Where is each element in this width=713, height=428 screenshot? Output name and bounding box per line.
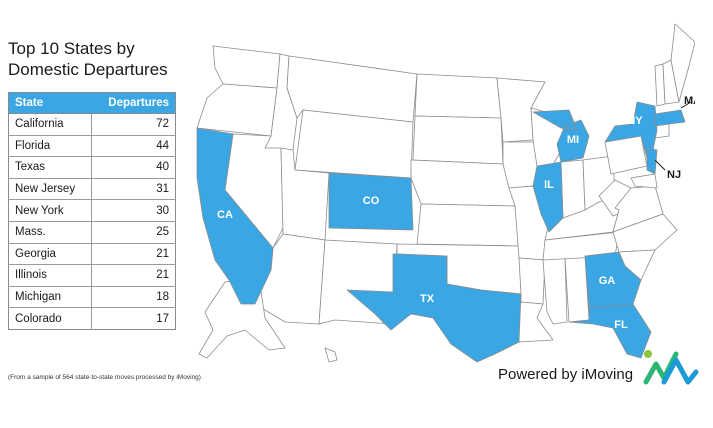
state-me bbox=[670, 23, 695, 103]
state-ma bbox=[654, 109, 686, 127]
state-ks bbox=[416, 203, 520, 247]
state-co bbox=[328, 172, 414, 231]
table-row: New Jersey 31 bbox=[8, 178, 176, 201]
state-name-cell: Michigan bbox=[8, 286, 93, 309]
label-fl: FL bbox=[614, 319, 628, 331]
departures-cell: 40 bbox=[91, 156, 176, 179]
table-row: Michigan 18 bbox=[8, 286, 176, 309]
departures-cell: 17 bbox=[156, 312, 169, 325]
state-name-cell: California bbox=[8, 113, 93, 136]
state-ca bbox=[196, 127, 274, 305]
label-ny: NY bbox=[627, 115, 643, 127]
header-state: State bbox=[8, 92, 92, 114]
state-ne bbox=[410, 159, 516, 207]
state-tx bbox=[346, 253, 522, 363]
table-row: Illinois 21 bbox=[8, 264, 176, 287]
departures-table: State Departures California 72 Florida 44 Te… bbox=[8, 92, 176, 330]
title-line-1: Top 10 States by bbox=[8, 39, 135, 58]
departures-cell: 31 bbox=[91, 178, 176, 201]
state-name-cell: New Jersey bbox=[8, 178, 93, 201]
label-ga: GA bbox=[599, 275, 616, 287]
table-row: Georgia 21 bbox=[8, 243, 176, 266]
state-ak bbox=[198, 277, 286, 359]
state-name-cell: Colorado bbox=[8, 307, 93, 330]
chart-title: Top 10 States by Domestic Departures bbox=[8, 38, 198, 80]
state-name-cell: Illinois bbox=[8, 264, 93, 287]
state-name-cell: Texas bbox=[8, 156, 93, 179]
state-fl bbox=[568, 303, 652, 359]
nj-pointer bbox=[654, 159, 666, 171]
state-ms bbox=[542, 257, 568, 325]
departures-cell: 18 bbox=[91, 286, 176, 309]
label-mi: MI bbox=[567, 134, 579, 146]
state-name-cell: Georgia bbox=[8, 243, 93, 266]
powered-by-text: Powered by iMoving bbox=[498, 366, 634, 383]
logo-dot bbox=[644, 350, 652, 358]
departures-cell: 25 bbox=[91, 221, 176, 244]
label-co: CO bbox=[363, 195, 380, 207]
state-sd bbox=[412, 115, 504, 165]
table-row: Mass. 25 bbox=[8, 221, 176, 244]
label-ma: MA bbox=[684, 95, 695, 107]
state-mi bbox=[532, 109, 590, 163]
state-wy bbox=[294, 109, 414, 179]
state-nj bbox=[646, 147, 658, 175]
table-row: New York 30 bbox=[8, 199, 176, 222]
state-hi bbox=[324, 347, 338, 363]
state-nd bbox=[414, 73, 502, 119]
label-tx: TX bbox=[420, 293, 435, 305]
state-in bbox=[560, 159, 586, 219]
table-row: Texas 40 bbox=[8, 156, 176, 179]
table-row: Florida 44 bbox=[8, 135, 176, 158]
title-line-2: Domestic Departures bbox=[8, 60, 168, 79]
state-wa bbox=[212, 45, 281, 89]
departures-cell: 44 bbox=[91, 135, 176, 158]
state-or bbox=[196, 83, 278, 137]
table-header-row: State Departures bbox=[8, 92, 176, 114]
state-ar bbox=[518, 257, 546, 305]
label-il: IL bbox=[544, 179, 554, 191]
state-md bbox=[630, 173, 658, 189]
footnote: (From a sample of 564 state-to-state mov… bbox=[8, 374, 201, 381]
label-ca: CA bbox=[217, 209, 233, 221]
table-row: California 72 bbox=[8, 113, 176, 136]
table-row: Colorado 17 bbox=[8, 307, 176, 330]
departures-cell: 21 bbox=[91, 264, 176, 287]
departures-cell: 21 bbox=[91, 243, 176, 266]
us-map: CA CO TX IL MI GA FL NY MA NJ bbox=[196, 23, 695, 363]
departures-cell: 30 bbox=[91, 199, 176, 222]
logo-mark-blue bbox=[661, 357, 699, 385]
state-nc bbox=[612, 213, 678, 253]
departures-cell: 72 bbox=[91, 113, 176, 136]
state-name-cell: New York bbox=[8, 199, 93, 222]
header-departures: Departures bbox=[91, 92, 176, 114]
state-name-cell: Mass. bbox=[8, 221, 93, 244]
state-pa bbox=[604, 135, 648, 175]
imoving-logo bbox=[643, 350, 699, 385]
state-name-cell: Florida bbox=[8, 135, 93, 158]
label-nj: NJ bbox=[667, 169, 681, 181]
ma-pointer bbox=[680, 101, 692, 109]
